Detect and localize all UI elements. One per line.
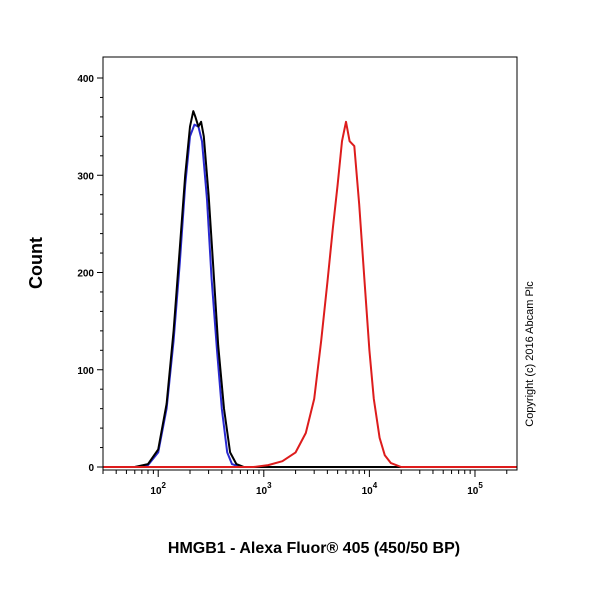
x-tick-label: 104 <box>362 481 378 497</box>
y-tick-label: 400 <box>77 74 94 85</box>
x-tick-label: 105 <box>467 481 483 497</box>
y-axis-title: Count <box>26 237 46 289</box>
y-tick-label: 100 <box>77 366 94 377</box>
series-layer <box>103 110 517 468</box>
y-tick-label: 200 <box>77 269 94 280</box>
x-tick-label: 103 <box>256 481 272 497</box>
y-tick-label: 0 <box>88 463 94 474</box>
copyright-notice: Copyright (c) 2016 Abcam Plc <box>524 281 536 427</box>
plot-frame <box>102 56 518 471</box>
y-axis: 0 100 200 300 400 <box>77 74 103 474</box>
x-axis-title: HMGB1 - Alexa Fluor® 405 (450/50 BP) <box>168 540 460 557</box>
y-tick-label: 300 <box>77 171 94 182</box>
x-axis: 102 103 104 105 <box>102 470 508 497</box>
x-tick-label: 102 <box>150 481 166 497</box>
histogram-series-2 <box>103 110 517 468</box>
histogram-series-3 <box>103 120 517 468</box>
